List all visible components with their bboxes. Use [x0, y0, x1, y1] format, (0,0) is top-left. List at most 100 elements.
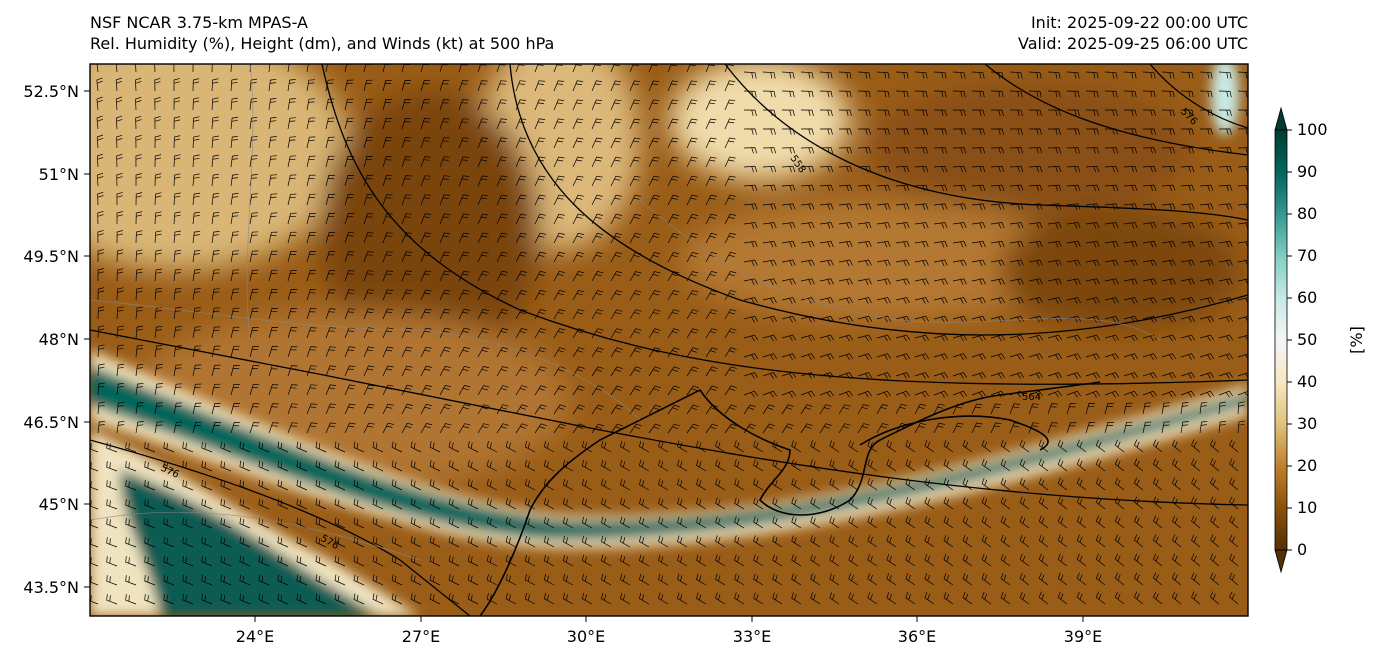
wind-barb — [914, 222, 929, 229]
wind-barb — [96, 134, 104, 149]
wind-barb — [1199, 315, 1215, 323]
wind-barb — [106, 518, 118, 529]
wind-barb — [1114, 515, 1125, 529]
wind-barb — [952, 278, 967, 285]
wind-barb — [753, 497, 764, 510]
wind-barb — [401, 289, 413, 301]
wind-barb — [1210, 458, 1220, 472]
wind-barb — [90, 576, 99, 586]
wind-barb — [1237, 90, 1248, 98]
wind-barb — [1123, 71, 1137, 79]
wind-barb — [448, 517, 460, 529]
wind-barb — [667, 423, 681, 434]
wind-barb — [467, 498, 479, 510]
wind-barb — [876, 165, 891, 173]
wind-barb — [952, 109, 966, 116]
wind-barb — [810, 592, 821, 605]
wind-barb — [1009, 90, 1023, 98]
wind-barb — [1028, 90, 1042, 98]
wind-barb — [382, 194, 393, 206]
wind-barb — [1047, 390, 1062, 398]
wind-barb — [648, 175, 660, 187]
wind-barb — [458, 423, 471, 434]
wind-barb — [125, 461, 137, 472]
wind-barb — [591, 137, 603, 149]
wind-barb — [230, 97, 238, 111]
wind-barb — [553, 213, 565, 225]
wind-barb — [1123, 240, 1138, 248]
wind-barb — [135, 211, 143, 225]
wind-barb — [743, 353, 758, 360]
wind-barb — [1171, 515, 1182, 529]
wind-barb — [857, 203, 872, 210]
wind-barb — [192, 288, 201, 301]
wind-barb — [914, 240, 929, 248]
wind-barb — [372, 479, 384, 491]
wind-barb — [857, 240, 872, 248]
wind-barbs — [90, 64, 1248, 605]
wind-barb — [600, 592, 612, 605]
wind-barb — [325, 403, 337, 415]
wind-barb — [857, 423, 870, 434]
lat-tick-label: 46.5°N — [23, 413, 79, 432]
wind-barb — [1095, 572, 1106, 586]
wind-barb — [325, 175, 335, 187]
wind-barb — [952, 90, 966, 98]
wind-barb — [306, 384, 317, 396]
wind-barb — [1171, 534, 1182, 548]
wind-barb — [515, 194, 527, 206]
wind-barb — [344, 213, 355, 225]
wind-barb — [458, 156, 470, 168]
wind-barb — [734, 592, 745, 605]
wind-barb — [277, 574, 289, 586]
wind-barb — [952, 297, 967, 304]
wind-barb — [1028, 297, 1043, 304]
wind-barb — [192, 192, 201, 206]
wind-barb — [553, 309, 566, 320]
wind-barb — [1133, 534, 1144, 548]
wind-barb — [753, 535, 764, 548]
wind-barb — [857, 184, 872, 192]
wind-barb — [933, 147, 948, 154]
wind-barb — [1123, 222, 1138, 229]
wind-barb — [743, 259, 758, 267]
wind-barb — [762, 259, 777, 267]
wind-barb — [163, 441, 175, 453]
wind-barb — [829, 573, 840, 586]
wind-barb — [1095, 439, 1106, 453]
wind-barb — [810, 497, 821, 510]
wind-barb — [581, 592, 593, 605]
wind-barb — [1076, 477, 1087, 491]
wind-barb — [762, 353, 777, 360]
wind-barb — [363, 403, 375, 415]
wind-barb — [1199, 259, 1214, 267]
wind-barb — [296, 517, 308, 529]
wind-barb — [781, 315, 797, 323]
wind-barb — [477, 194, 489, 206]
wind-barb — [686, 118, 698, 130]
wind-barb — [401, 270, 413, 282]
wind-barb — [116, 153, 123, 168]
wind-barb — [867, 516, 878, 529]
wind-barb — [115, 115, 123, 130]
wind-barb — [905, 496, 916, 510]
wind-barb — [106, 556, 118, 567]
wind-barb — [553, 270, 566, 282]
wind-barb — [420, 403, 433, 415]
wind-barb — [296, 479, 308, 491]
wind-barb — [201, 460, 213, 472]
wind-barb — [924, 553, 935, 567]
wind-barb — [553, 423, 567, 434]
wind-barb — [781, 259, 796, 267]
wind-barb — [867, 478, 878, 491]
wind-barb — [1047, 90, 1061, 98]
wind-barb — [486, 498, 498, 510]
wind-barb — [924, 534, 935, 548]
wind-barb — [1028, 353, 1043, 360]
wind-barb — [524, 573, 536, 586]
wind-barb — [1180, 259, 1195, 267]
wind-barb — [1066, 372, 1081, 379]
wind-barb — [857, 334, 873, 342]
wind-barb — [610, 309, 623, 320]
wind-barb — [325, 213, 336, 225]
